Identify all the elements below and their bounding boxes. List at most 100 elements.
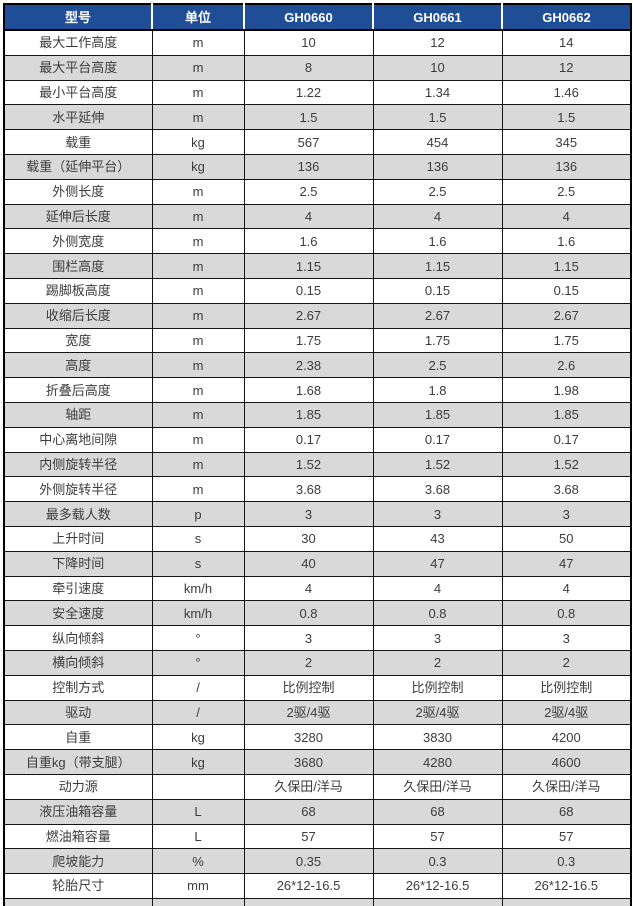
row-label-cell: 中心离地间隙 <box>3 426 153 453</box>
unit-cell <box>151 773 245 800</box>
unit-cell: m <box>151 352 245 379</box>
row-label-cell: 外侧宽度 <box>3 228 153 255</box>
row-label-cell: 收缩后长度 <box>3 302 153 329</box>
value-cell-gh0662: 2.67 <box>501 302 632 329</box>
value-cell-gh0660: 26*12-16.5 <box>243 873 374 899</box>
row-label-cell: 控制方式 <box>3 674 153 701</box>
unit-cell: m <box>151 327 245 354</box>
partial-cell <box>501 897 632 906</box>
value-cell-gh0660: 0.15 <box>243 277 374 304</box>
table-row: 最多载人数 p 3 3 3 <box>3 501 632 527</box>
value-cell-gh0662: 比例控制 <box>501 674 632 701</box>
value-cell-gh0661: 2.5 <box>372 352 503 379</box>
row-label-cell: 最大工作高度 <box>3 29 153 56</box>
value-cell-gh0662: 14 <box>501 29 632 56</box>
value-cell-gh0661: 4280 <box>372 749 503 775</box>
value-cell-gh0661: 3.68 <box>372 476 503 503</box>
table-row: 纵向倾斜 ° 3 3 3 <box>3 625 632 651</box>
value-cell-gh0660: 1.75 <box>243 327 374 354</box>
value-cell-gh0662: 2 <box>501 649 632 676</box>
value-cell-gh0660: 136 <box>243 153 374 180</box>
value-cell-gh0661: 久保田/洋马 <box>372 773 503 800</box>
value-cell-gh0662: 12 <box>501 54 632 81</box>
value-cell-gh0662: 345 <box>501 129 632 155</box>
row-label-cell: 安全速度 <box>3 600 153 627</box>
value-cell-gh0660: 1.15 <box>243 253 374 279</box>
table-row: 宽度 m 1.75 1.75 1.75 <box>3 327 632 354</box>
value-cell-gh0661: 0.15 <box>372 277 503 304</box>
spec-table-body: 最大工作高度 m 10 12 14 最大平台高度 m 8 10 12 最小平台高度 m 1.22 1.34… <box>3 29 632 906</box>
value-cell-gh0660: 2驱/4驱 <box>243 699 374 726</box>
value-cell-gh0662: 2.5 <box>501 178 632 205</box>
row-label-cell: 外侧旋转半径 <box>3 476 153 503</box>
spec-table: 型号 单位 GH0660 GH0661 GH0662 最大工作高度 m 10 12 14 最大平台… <box>3 3 632 906</box>
value-cell-gh0662: 2驱/4驱 <box>501 699 632 726</box>
value-cell-gh0660: 0.8 <box>243 600 374 627</box>
table-row: 上升时间 s 30 43 50 <box>3 525 632 552</box>
value-cell-gh0661: 3830 <box>372 724 503 751</box>
value-cell-gh0662: 68 <box>501 798 632 825</box>
unit-cell: m <box>151 426 245 453</box>
unit-cell: m <box>151 377 245 403</box>
unit-cell: kg <box>151 153 245 180</box>
value-cell-gh0662: 4 <box>501 203 632 230</box>
table-row: 最大工作高度 m 10 12 14 <box>3 29 632 56</box>
value-cell-gh0662: 1.5 <box>501 104 632 131</box>
row-label-cell: 上升时间 <box>3 525 153 552</box>
value-cell-gh0661: 43 <box>372 525 503 552</box>
value-cell-gh0661: 1.5 <box>372 104 503 131</box>
unit-cell: kg <box>151 724 245 751</box>
unit-cell: ° <box>151 625 245 651</box>
unit-cell: m <box>151 54 245 81</box>
unit-cell: / <box>151 699 245 726</box>
table-row: 动力源 久保田/洋马 久保田/洋马 久保田/洋马 <box>3 773 632 800</box>
value-cell-gh0660: 1.85 <box>243 401 374 428</box>
partial-cell <box>151 897 245 906</box>
value-cell-gh0662: 1.85 <box>501 401 632 428</box>
row-label-cell: 折叠后高度 <box>3 377 153 403</box>
value-cell-gh0662: 1.98 <box>501 377 632 403</box>
value-cell-gh0660: 4 <box>243 203 374 230</box>
unit-cell: m <box>151 79 245 106</box>
value-cell-gh0661: 136 <box>372 153 503 180</box>
value-cell-gh0660: 3280 <box>243 724 374 751</box>
unit-cell: ° <box>151 649 245 676</box>
partial-cell <box>243 897 374 906</box>
header-cell-gh0661: GH0661 <box>372 4 502 31</box>
value-cell-gh0660: 567 <box>243 129 374 155</box>
value-cell-gh0661: 26*12-16.5 <box>372 873 503 899</box>
unit-cell: m <box>151 253 245 279</box>
row-label-cell: 动力源 <box>3 773 153 800</box>
table-row: 下降时间 s 40 47 47 <box>3 550 632 577</box>
unit-cell: m <box>151 228 245 255</box>
row-label-cell: 最小平台高度 <box>3 79 153 106</box>
header-cell-gh0660: GH0660 <box>243 4 373 31</box>
value-cell-gh0662: 2.6 <box>501 352 632 379</box>
value-cell-gh0660: 10 <box>243 29 374 56</box>
value-cell-gh0662: 久保田/洋马 <box>501 773 632 800</box>
value-cell-gh0661: 2 <box>372 649 503 676</box>
row-label-cell: 水平延伸 <box>3 104 153 131</box>
table-row: 驱动/2驱/4驱 2驱/4驱 2驱/4驱 <box>3 699 632 726</box>
unit-cell: kg <box>151 749 245 775</box>
table-row: 安全速度 km/h 0.8 0.8 0.8 <box>3 600 632 627</box>
table-row: 轴距 m 1.85 1.85 1.85 <box>3 401 632 428</box>
value-cell-gh0661: 2.5 <box>372 178 503 205</box>
value-cell-gh0662: 47 <box>501 550 632 577</box>
value-cell-gh0661: 454 <box>372 129 503 155</box>
unit-cell: m <box>151 104 245 131</box>
value-cell-gh0661: 4 <box>372 203 503 230</box>
row-label-cell: 自重 <box>3 724 153 751</box>
value-cell-gh0660: 2.5 <box>243 178 374 205</box>
unit-cell: mm <box>151 873 245 899</box>
value-cell-gh0661: 1.75 <box>372 327 503 354</box>
table-row: 燃油箱容量 L 57 57 57 <box>3 823 632 850</box>
value-cell-gh0661: 4 <box>372 575 503 602</box>
value-cell-gh0662: 57 <box>501 823 632 850</box>
table-row: 载重 kg 567 454 345 <box>3 129 632 155</box>
value-cell-gh0662: 3.68 <box>501 476 632 503</box>
partial-cell <box>372 897 503 906</box>
value-cell-gh0662: 4 <box>501 575 632 602</box>
value-cell-gh0660: 0.35 <box>243 848 374 875</box>
table-row: 外侧旋转半径 m 3.68 3.68 3.68 <box>3 476 632 503</box>
